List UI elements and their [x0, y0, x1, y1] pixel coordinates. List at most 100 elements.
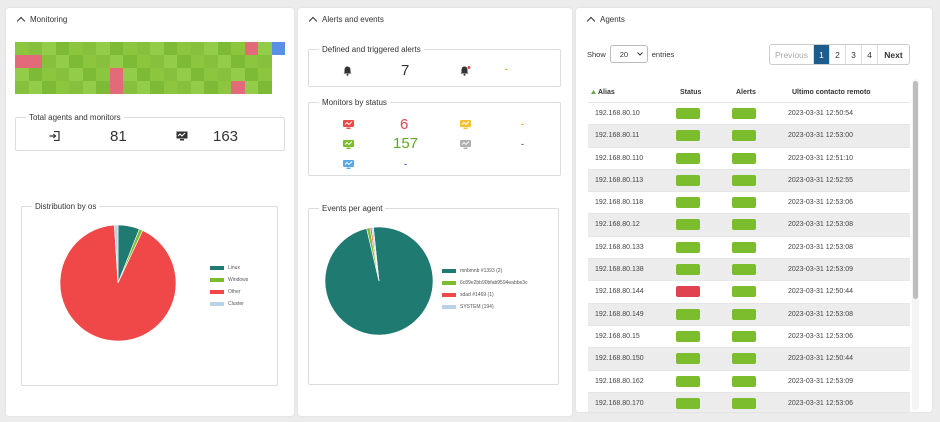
page-3-button[interactable]: 3 [846, 45, 862, 64]
heatmap-cell[interactable] [15, 68, 29, 81]
os-legend-item[interactable]: Windows [210, 277, 248, 283]
pie-slice-other[interactable] [59, 224, 177, 342]
heatmap-cell[interactable] [136, 42, 150, 55]
heatmap-cell[interactable] [28, 42, 42, 55]
table-row[interactable]: 192.168.80.150 2023-03-31 12:50:44 [588, 347, 910, 370]
heatmap-cell[interactable] [271, 42, 285, 55]
heatmap-cell[interactable] [231, 68, 245, 81]
heatmap-cell[interactable] [42, 42, 56, 55]
heatmap-cell[interactable] [55, 81, 69, 94]
heatmap-cell[interactable] [55, 55, 69, 68]
heatmap-cell[interactable] [177, 42, 191, 55]
heatmap-cell[interactable] [217, 42, 231, 55]
events-legend-item[interactable]: mnbmnb #1393 (2) [442, 268, 502, 274]
table-row[interactable]: 192.168.80.138 2023-03-31 12:53:09 [588, 258, 910, 281]
alias-cell[interactable]: 192.168.80.133 [595, 243, 644, 251]
heatmap-cell[interactable] [271, 68, 285, 81]
heatmap-cell[interactable] [150, 81, 164, 94]
os-pie-chart[interactable] [58, 223, 178, 343]
heatmap-cell[interactable] [69, 68, 83, 81]
heatmap-cell[interactable] [244, 42, 258, 55]
column-alerts[interactable]: Alerts [736, 89, 756, 96]
heatmap-cell[interactable] [231, 42, 245, 55]
heatmap-cell[interactable] [204, 42, 218, 55]
entries-select[interactable]: 20 [609, 45, 648, 63]
table-row[interactable]: 192.168.80.11 2023-03-31 12:53:00 [588, 124, 910, 147]
table-row[interactable]: 192.168.80.110 2023-03-31 12:51:10 [588, 146, 910, 169]
heatmap-cell[interactable] [190, 81, 204, 94]
scrollbar-thumb[interactable] [913, 81, 918, 299]
heatmap-cell[interactable] [15, 42, 29, 55]
alias-cell[interactable]: 192.168.80.110 [595, 154, 644, 162]
alias-cell[interactable]: 192.168.80.12 [595, 221, 640, 229]
heatmap-cell[interactable] [163, 55, 177, 68]
heatmap-cell[interactable] [136, 55, 150, 68]
heatmap-cell[interactable] [28, 68, 42, 81]
heatmap-cell[interactable] [82, 55, 96, 68]
chevron-up-icon[interactable] [308, 16, 318, 26]
os-legend-item[interactable]: Cluster [210, 301, 244, 307]
heatmap-cell[interactable] [217, 55, 231, 68]
heatmap-cell[interactable] [42, 68, 56, 81]
heatmap-cell[interactable] [82, 68, 96, 81]
table-row[interactable]: 192.168.80.170 2023-03-31 12:53:06 [588, 391, 910, 412]
alias-cell[interactable]: 192.168.80.144 [595, 288, 644, 296]
events-legend-item[interactable]: 6c89e2bb90bfab9594eabbe3c [442, 280, 528, 286]
alias-cell[interactable]: 192.168.80.162 [595, 377, 644, 385]
heatmap-cell[interactable] [244, 81, 258, 94]
heatmap-cell[interactable] [96, 42, 110, 55]
heatmap-cell[interactable] [55, 68, 69, 81]
heatmap-cell[interactable] [271, 81, 285, 94]
column-contact[interactable]: Ultimo contacto remoto [792, 89, 871, 96]
table-row[interactable]: 192.168.80.10 2023-03-31 12:50:54 [588, 102, 910, 124]
heatmap-cell[interactable] [123, 81, 137, 94]
heatmap-cell[interactable] [258, 42, 272, 55]
heatmap-cell[interactable] [136, 81, 150, 94]
heatmap-cell[interactable] [136, 68, 150, 81]
table-row[interactable]: 192.168.80.133 2023-03-31 12:53:08 [588, 235, 910, 258]
agents-header[interactable]: Agents [586, 15, 625, 26]
table-row[interactable]: 192.168.80.12 2023-03-31 12:53:08 [588, 213, 910, 236]
heatmap-cell[interactable] [28, 55, 42, 68]
heatmap-cell[interactable] [28, 81, 42, 94]
os-legend-item[interactable]: Other [210, 289, 241, 295]
table-row[interactable]: 192.168.80.162 2023-03-31 12:53:09 [588, 369, 910, 392]
page-2-button[interactable]: 2 [830, 45, 846, 64]
alias-cell[interactable]: 192.168.80.170 [595, 399, 644, 407]
heatmap-cell[interactable] [123, 68, 137, 81]
heatmap-cell[interactable] [190, 68, 204, 81]
heatmap-cell[interactable] [42, 81, 56, 94]
column-alias[interactable]: Alias [598, 89, 615, 96]
table-row[interactable]: 192.168.80.144 2023-03-31 12:50:44 [588, 280, 910, 302]
heatmap-cell[interactable] [258, 55, 272, 68]
heatmap-cell[interactable] [109, 55, 123, 68]
heatmap-cell[interactable] [123, 42, 137, 55]
pie-slice-system-194[interactable] [371, 226, 380, 282]
chevron-up-icon[interactable] [16, 16, 26, 26]
table-row[interactable]: 192.168.80.149 2023-03-31 12:53:08 [588, 302, 910, 325]
heatmap-cell[interactable] [271, 55, 285, 68]
heatmap-cell[interactable] [15, 81, 29, 94]
heatmap-cell[interactable] [82, 81, 96, 94]
table-row[interactable]: 192.168.80.15 2023-03-31 12:53:06 [588, 324, 910, 347]
heatmap-cell[interactable] [217, 68, 231, 81]
previous-page-button[interactable]: Previous [770, 45, 814, 64]
events-legend-item[interactable]: sdad #1469 (1) [442, 292, 494, 298]
heatmap-cell[interactable] [204, 81, 218, 94]
heatmap-cell[interactable] [190, 55, 204, 68]
events-pie-chart[interactable] [323, 225, 435, 337]
alias-cell[interactable]: 192.168.80.11 [595, 132, 640, 140]
heatmap-cell[interactable] [69, 55, 83, 68]
heatmap-cell[interactable] [96, 55, 110, 68]
chevron-up-icon[interactable] [586, 16, 596, 26]
alias-cell[interactable]: 192.168.80.149 [595, 310, 644, 318]
heatmap-cell[interactable] [163, 68, 177, 81]
alias-cell[interactable]: 192.168.80.15 [595, 332, 640, 340]
events-legend-item[interactable]: SYSTEM (194) [442, 304, 494, 310]
heatmap-cell[interactable] [190, 42, 204, 55]
heatmap-cell[interactable] [109, 68, 123, 81]
heatmap-cell[interactable] [55, 42, 69, 55]
heatmap-cell[interactable] [177, 81, 191, 94]
heatmap-cell[interactable] [150, 42, 164, 55]
sort-ascending-icon[interactable] [591, 90, 596, 94]
